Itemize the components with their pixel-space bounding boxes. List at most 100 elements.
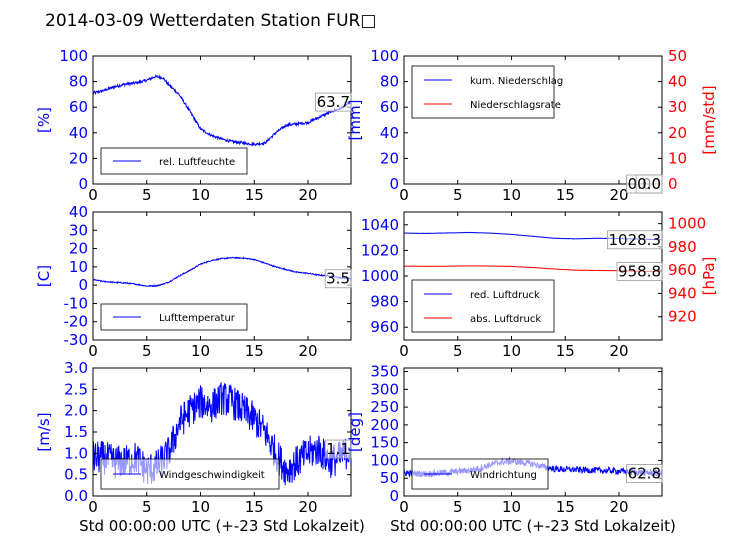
- y2-tick-label: 40: [668, 73, 687, 91]
- legend-label: red. Luftdruck: [470, 290, 540, 301]
- y-tick-label: 1.5: [64, 423, 88, 441]
- legend: red. Luftdruck abs. Luftdruck: [411, 279, 555, 333]
- subplot-precip: 0 5 10 15 20 0 20 40 60 80 100 0 10 20 30 40 50 [mm] [mm/s…: [346, 47, 718, 204]
- legend: Windrichtung: [411, 458, 549, 490]
- x-axis-label: Std 00:00:00 UTC (+-23 Std Lokalzeit): [79, 517, 365, 535]
- axes-frame: [403, 367, 663, 497]
- y-tick-label: 0.0: [64, 487, 88, 505]
- y-tick-label: 80: [380, 73, 399, 91]
- y-tick-label: 100: [370, 47, 399, 65]
- series-line-1: [93, 74, 351, 147]
- legend: kum. Niederschlag Niederschlagsrate: [411, 65, 563, 119]
- x-tick-label: 5: [142, 342, 152, 360]
- y-tick-label: 2.5: [64, 380, 88, 398]
- series-group: [93, 382, 351, 486]
- y2-axis-label: [mm/std]: [700, 85, 718, 154]
- subplot-humidity: 0 5 10 15 20 0 20 40 60 80 100 [%] rel. Luftfeuchte 6…: [35, 47, 352, 204]
- y-tick-label: 2.0: [64, 402, 88, 420]
- last-value-label-2: 958.8: [618, 263, 661, 281]
- x-tick-label: 20: [298, 342, 317, 360]
- y-tick-label: -30: [64, 331, 89, 349]
- last-value-label-2-box: [616, 262, 663, 281]
- x-tick-label: 10: [191, 342, 210, 360]
- last-value-label-box: [315, 92, 352, 112]
- series-group: [93, 74, 351, 147]
- x-tick-label: 15: [245, 498, 264, 516]
- x-tick-label: 5: [142, 498, 152, 516]
- legend-label: Lufttemperatur: [159, 313, 236, 324]
- x-axis-label: Std 00:00:00 UTC (+-23 Std Lokalzeit): [390, 517, 676, 535]
- x-tick-label: 0: [88, 186, 98, 204]
- y-tick-label: -10: [64, 294, 89, 312]
- last-value-label: 63.7: [317, 93, 350, 111]
- y-tick-label: 0: [389, 487, 399, 505]
- y2-tick-label: 940: [668, 284, 697, 302]
- series-line-1: [93, 256, 351, 288]
- y2-tick-label: 20: [668, 124, 687, 142]
- last-value-label: 1.1: [326, 440, 350, 458]
- y2-tick-label: 980: [668, 238, 697, 256]
- x-tick-label: 10: [502, 342, 521, 360]
- y-tick-label: 1.0: [64, 444, 88, 462]
- legend-label: Windgeschwindigkeit: [159, 470, 265, 481]
- x-tick-label: 20: [609, 498, 628, 516]
- x-tick-label: 0: [399, 186, 409, 204]
- x-tick-label: 0: [399, 342, 409, 360]
- axes-frame: [403, 55, 663, 185]
- legend-label: abs. Luftdruck: [470, 314, 541, 325]
- x-tick-label: 0: [399, 498, 409, 516]
- legend: Lufttemperatur: [100, 303, 248, 331]
- y-tick-label: 80: [69, 73, 88, 91]
- x-tick-label: 15: [245, 186, 264, 204]
- y-tick-label: 20: [380, 149, 399, 167]
- y-tick-label: 40: [380, 124, 399, 142]
- last-value-label-box: [324, 269, 352, 289]
- y-tick-label: 3.0: [64, 359, 88, 377]
- x-tick-label: 15: [245, 342, 264, 360]
- legend-label: Niederschlagsrate: [470, 100, 561, 111]
- legend-label: kum. Niederschlag: [470, 76, 563, 87]
- y-tick-label: 30: [69, 221, 88, 239]
- y-axis-label: [%]: [35, 107, 53, 133]
- y-tick-label: 150: [370, 434, 399, 452]
- legend: rel. Luftfeuchte: [100, 147, 248, 175]
- y-tick-label: 350: [370, 363, 399, 381]
- x-tick-label: 20: [298, 186, 317, 204]
- y-axis-label: [C]: [35, 265, 53, 287]
- x-tick-label: 15: [556, 498, 575, 516]
- x-tick-label: 10: [191, 498, 210, 516]
- y-tick-label: 60: [69, 98, 88, 116]
- x-tick-label: 5: [453, 498, 463, 516]
- x-tick-label: 0: [88, 342, 98, 360]
- y-tick-label: 50: [380, 469, 399, 487]
- y2-tick-label: 1000: [668, 215, 706, 233]
- y2-axis-label: [hPa]: [700, 257, 718, 296]
- x-tick-label: 5: [142, 186, 152, 204]
- axes-frame: [92, 55, 352, 185]
- y-tick-label: 60: [380, 98, 399, 116]
- y2-tick-label: 960: [668, 261, 697, 279]
- subplot-pressure: 0 5 10 15 20 960 980 1000 1020 1040 920 940 960 980 10…: [361, 211, 718, 360]
- y2-tick-label: 50: [668, 47, 687, 65]
- y-tick-label: 0: [78, 276, 88, 294]
- x-tick-label: 20: [298, 498, 317, 516]
- last-value-label-2: 0.0: [637, 175, 661, 193]
- y-tick-label: 40: [69, 124, 88, 142]
- last-value-label-2-box: [635, 174, 663, 194]
- x-tick-label: 10: [191, 186, 210, 204]
- y-tick-label: 20: [69, 149, 88, 167]
- legend-box: [411, 279, 555, 333]
- y-tick-label: 20: [69, 240, 88, 258]
- y-tick-label: 980: [370, 293, 399, 311]
- y-tick-label: 100: [370, 451, 399, 469]
- legend-label: rel. Luftfeuchte: [159, 157, 235, 168]
- y-tick-label: -20: [64, 313, 89, 331]
- y-tick-label: 1020: [361, 241, 399, 259]
- y-tick-label: 10: [69, 258, 88, 276]
- y-tick-label: 250: [370, 398, 399, 416]
- y-tick-label: 0: [389, 175, 399, 193]
- y-tick-label: 300: [370, 380, 399, 398]
- last-value-label-box: [324, 439, 352, 459]
- last-value-label: 3.5: [326, 270, 350, 288]
